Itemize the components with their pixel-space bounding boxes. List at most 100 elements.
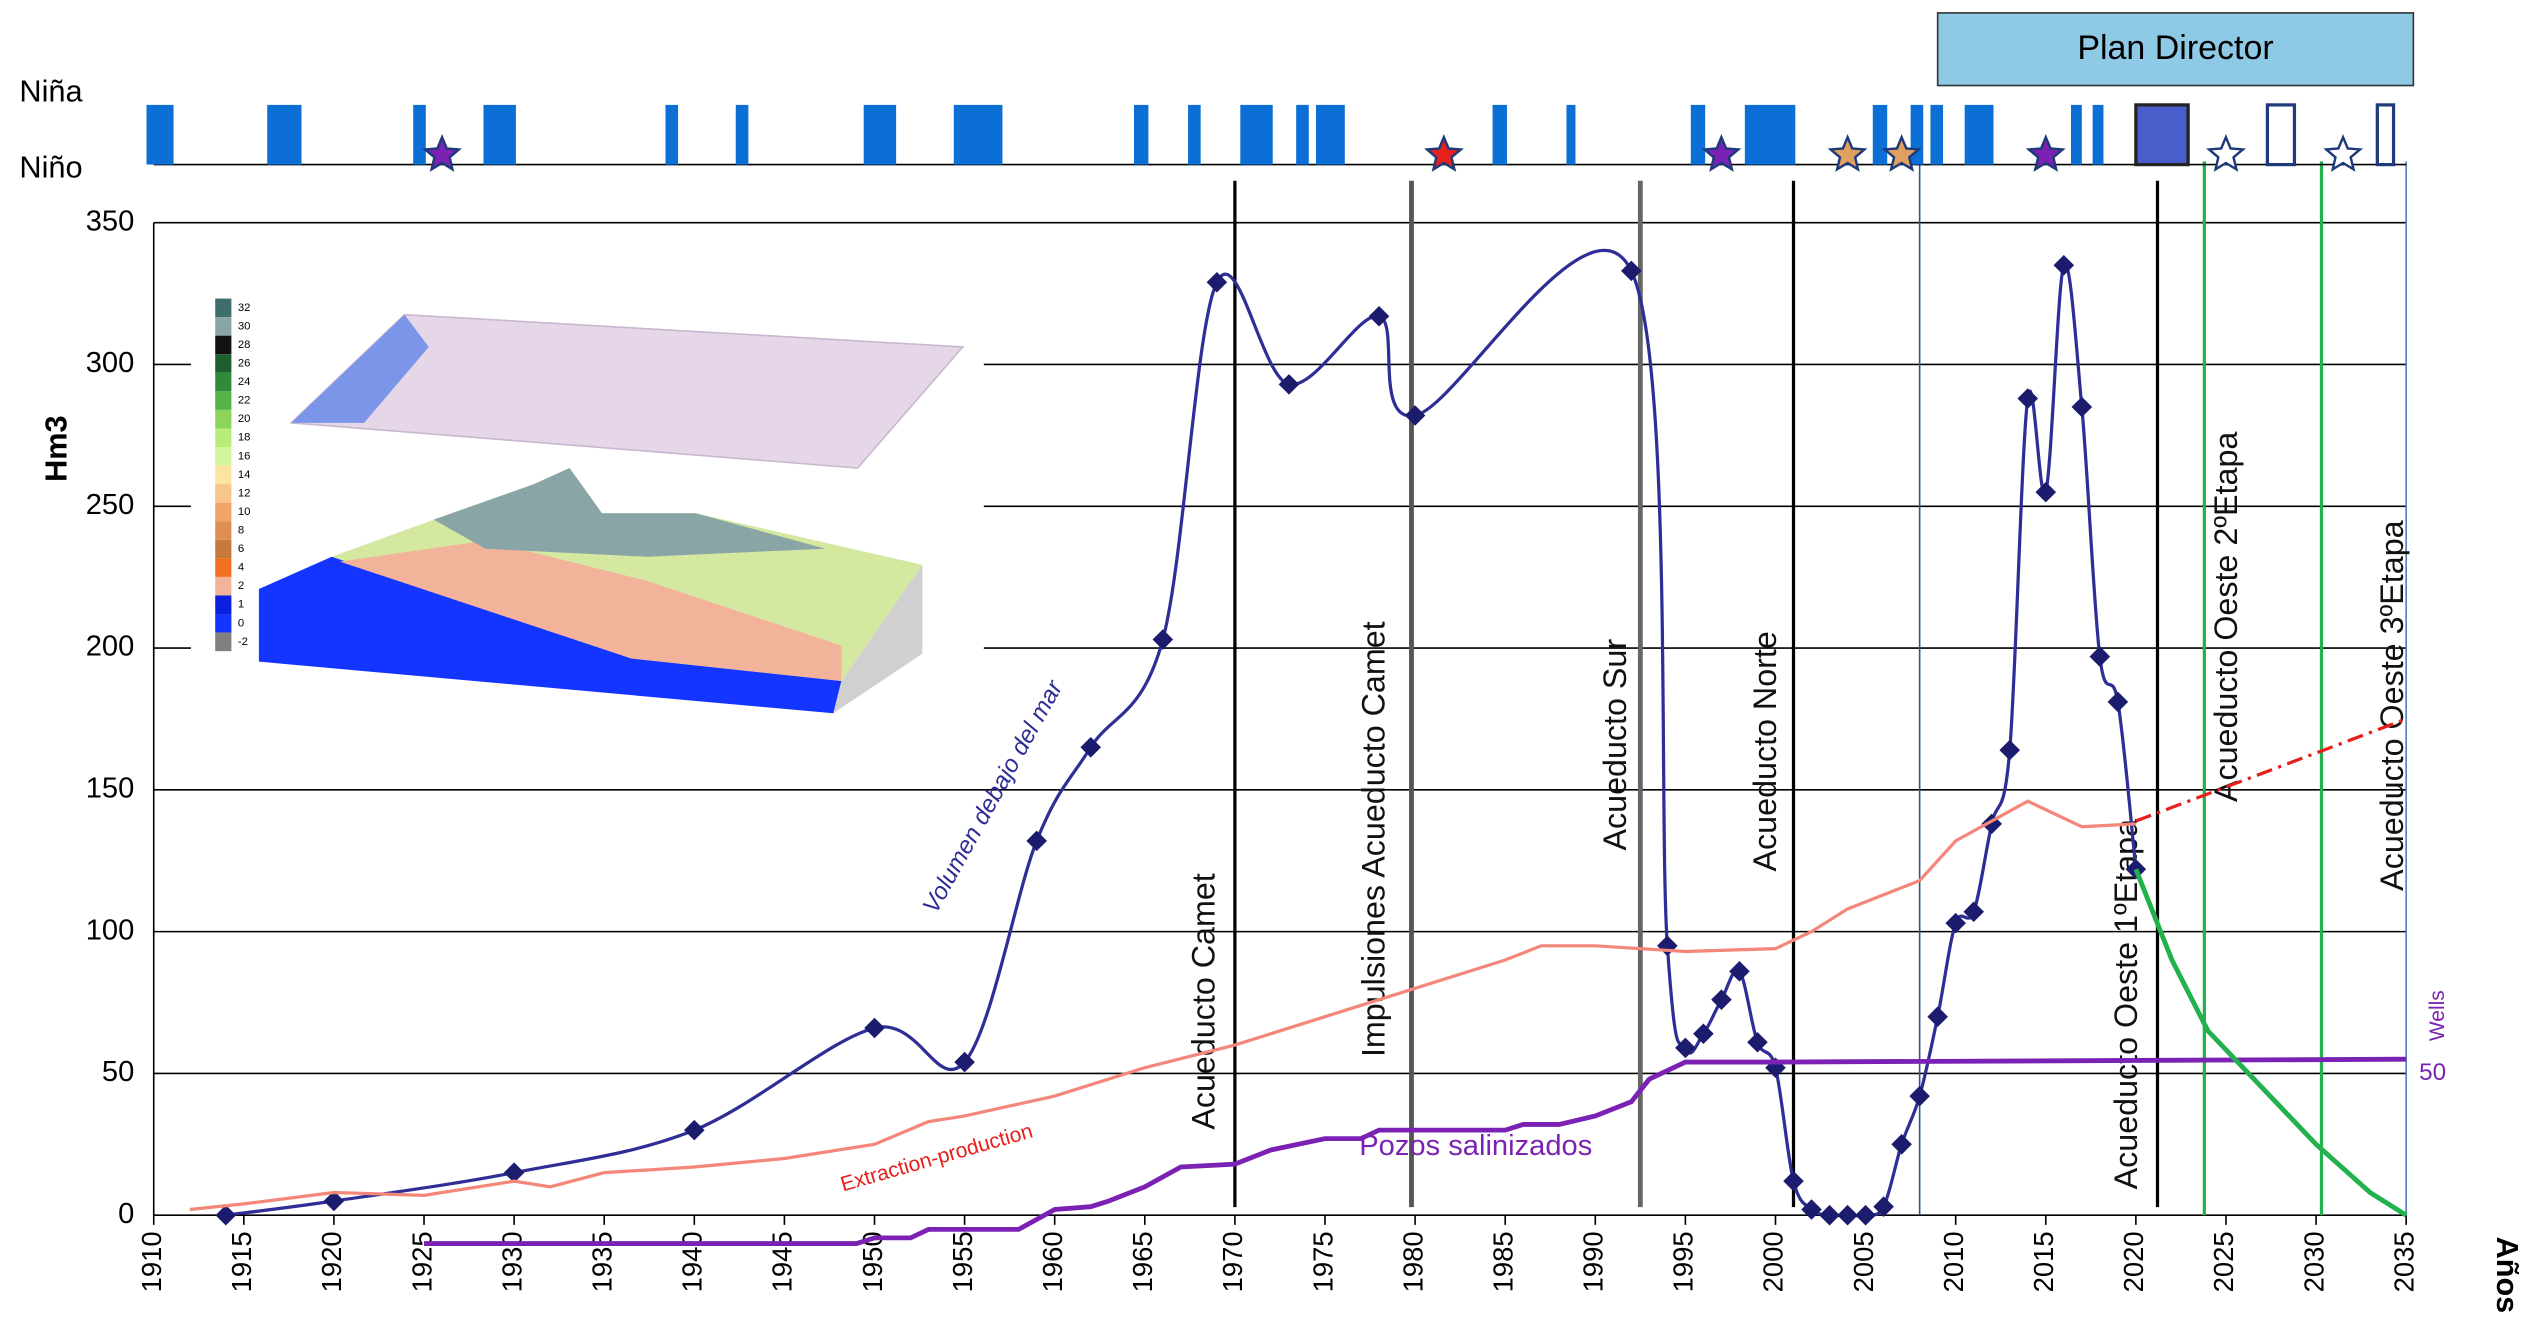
series-annotation: Extraction-production	[838, 1120, 1035, 1197]
data-point	[684, 1120, 705, 1141]
colorbar-label: 1	[238, 599, 244, 611]
x-tick-label: 2015	[2028, 1231, 2059, 1292]
x-tick-label: 1975	[1307, 1231, 1338, 1292]
data-point	[1153, 629, 1174, 650]
colorbar-label: 8	[238, 525, 244, 537]
nina-bar	[665, 105, 678, 165]
colorbar-swatch	[215, 540, 231, 559]
x-tick-label: 1940	[677, 1231, 708, 1292]
nina-bar	[2071, 105, 2082, 165]
colorbar-swatch	[215, 558, 231, 577]
series-annotation: Pozos salinizados	[1359, 1130, 1592, 1162]
wells-value: 50	[2419, 1059, 2446, 1086]
planned-bar	[2377, 105, 2393, 165]
y-tick-label: 300	[86, 347, 135, 379]
colorbar-swatch	[215, 633, 231, 652]
x-tick-label: 1995	[1668, 1231, 1699, 1292]
x-tick-label: 1930	[496, 1231, 527, 1292]
data-point	[1711, 989, 1732, 1010]
colorbar-label: 16	[238, 450, 251, 462]
data-point	[1405, 405, 1426, 426]
colorbar-label: 26	[238, 358, 251, 370]
x-tick-label: 1920	[316, 1231, 347, 1292]
colorbar-label: 20	[238, 413, 251, 425]
page: {"chart_data": { "type": "line", "y_labe…	[0, 0, 2534, 1333]
plan-director-label: Plan Director	[2077, 29, 2273, 67]
planned-bar	[2136, 105, 2188, 165]
x-tick-label: 1970	[1217, 1231, 1248, 1292]
colorbar-swatch	[215, 428, 231, 447]
strip-label-nino: Niño	[19, 150, 82, 185]
x-tick-label: 1960	[1037, 1231, 1068, 1292]
event-label: Acueducto Sur	[1597, 639, 1633, 851]
colorbar-swatch	[215, 373, 231, 392]
colorbar-label: 12	[238, 487, 251, 499]
x-tick-label: 1985	[1487, 1231, 1518, 1292]
colorbar-swatch	[215, 410, 231, 429]
data-point	[2035, 482, 2056, 503]
colorbar-label: 4	[238, 562, 244, 574]
x-tick-label: 2010	[1938, 1231, 1969, 1292]
y-tick-label: 100	[86, 914, 135, 946]
nina-bar	[1930, 105, 1943, 165]
event-label: Acueducto Camet	[1185, 873, 1221, 1129]
colorbar-swatch	[215, 317, 231, 336]
series-line	[2136, 869, 2406, 1215]
nina-bar	[267, 105, 301, 165]
data-point	[864, 1018, 885, 1039]
colorbar-swatch	[215, 503, 231, 522]
x-tick-label: 2030	[2298, 1231, 2329, 1292]
x-tick-label: 1910	[136, 1231, 167, 1292]
data-point	[1747, 1032, 1768, 1053]
colorbar-swatch	[215, 577, 231, 596]
y-tick-label: 250	[86, 489, 135, 521]
nina-bar	[1188, 105, 1201, 165]
colorbar-swatch	[215, 354, 231, 373]
data-point	[1657, 936, 1678, 957]
data-point	[2108, 692, 2129, 713]
nina-bar	[1296, 105, 1309, 165]
data-point	[1927, 1006, 1948, 1027]
nina-bar	[1691, 105, 1705, 165]
nina-bar	[1134, 105, 1148, 165]
colorbar-label: 30	[238, 320, 251, 332]
nina-bar	[2093, 105, 2104, 165]
nina-bar	[1873, 105, 1887, 165]
colorbar-label: 2	[238, 580, 244, 592]
x-tick-label: 1990	[1578, 1231, 1609, 1292]
colorbar-label: 18	[238, 432, 251, 444]
x-tick-label: 2025	[2208, 1231, 2239, 1292]
y-tick-label: 50	[102, 1056, 134, 1088]
chart: Niña Niño Hm3 Años 050100150200250300350…	[0, 0, 2534, 1333]
strip-label-nina: Niña	[19, 74, 83, 109]
data-point	[1693, 1023, 1714, 1044]
data-point	[2090, 646, 2111, 667]
data-point	[1909, 1086, 1930, 1107]
x-tick-label: 1955	[947, 1231, 978, 1292]
y-tick-label: 0	[118, 1198, 134, 1230]
x-tick-label: 2005	[1848, 1231, 1879, 1292]
x-axis-title: Años	[2490, 1237, 2525, 1314]
series-line	[2136, 719, 2406, 821]
data-point	[2053, 255, 2074, 276]
x-tick-label: 2035	[2388, 1231, 2419, 1292]
y-axis-title: Hm3	[38, 415, 73, 481]
data-point	[1783, 1171, 1804, 1192]
nina-bar	[147, 105, 174, 165]
event-label: Acueducto Norte	[1747, 631, 1783, 871]
nina-bar	[413, 105, 426, 165]
nina-bar	[1566, 105, 1575, 165]
colorbar-label: 28	[238, 339, 251, 351]
data-point	[1026, 831, 1047, 852]
planned-bar	[2267, 105, 2294, 165]
x-tick-label: 1980	[1397, 1231, 1428, 1292]
nina-bar	[1316, 105, 1345, 165]
colorbar-label: 0	[238, 617, 244, 629]
y-tick-label: 350	[86, 205, 135, 237]
event-label: Acueducto Oeste 2ºEtapa	[2208, 432, 2244, 802]
series-line	[190, 801, 2136, 1209]
colorbar-swatch	[215, 299, 231, 318]
colorbar-swatch	[215, 336, 231, 355]
data-point	[1837, 1205, 1858, 1226]
